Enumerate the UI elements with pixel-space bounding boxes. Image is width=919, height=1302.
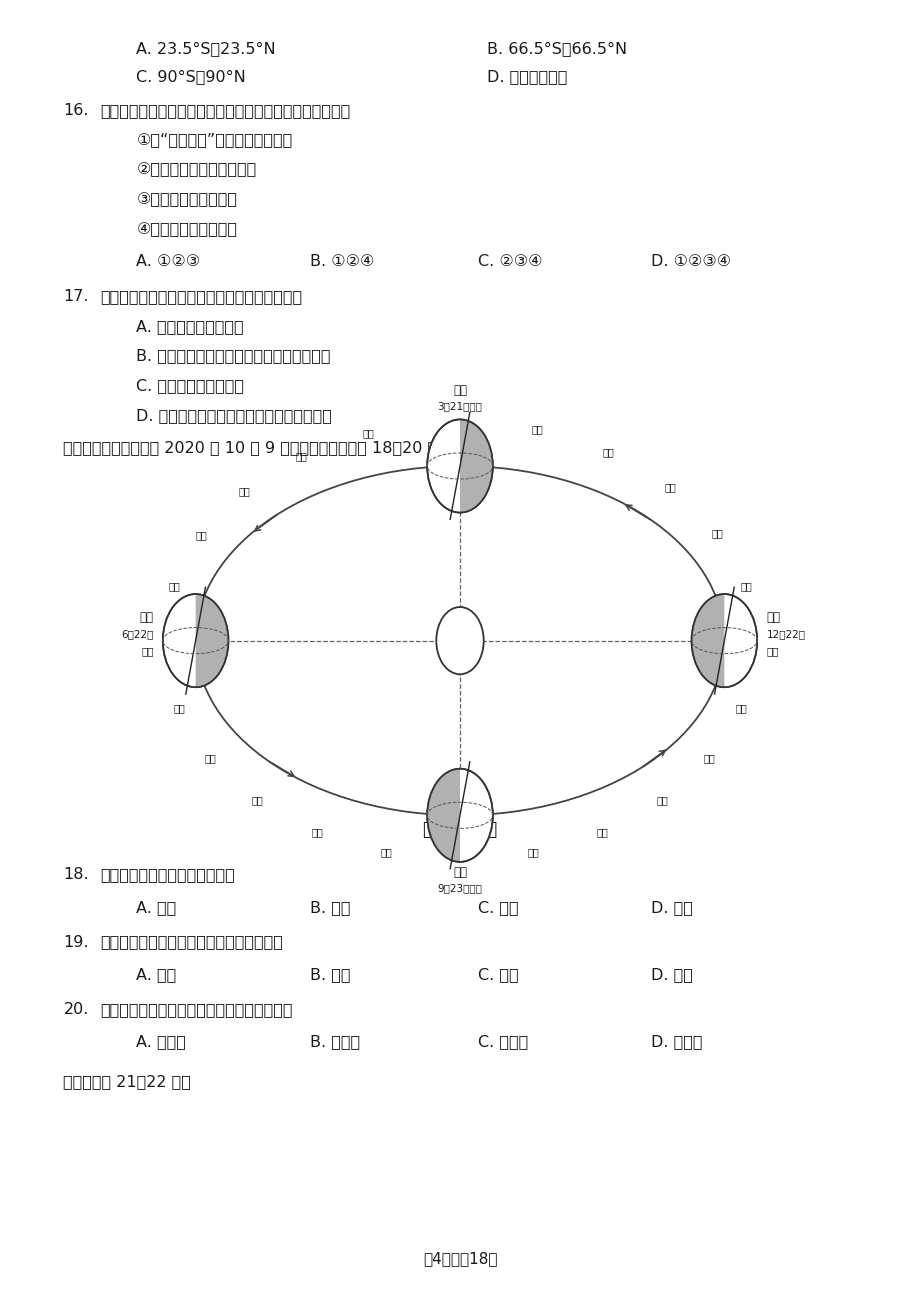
Text: 16.: 16. (63, 103, 89, 117)
Circle shape (691, 594, 756, 687)
Text: 谷雨: 谷雨 (296, 450, 307, 461)
Text: 读图，完成 21～22 题。: 读图，完成 21～22 题。 (63, 1074, 191, 1090)
Text: 春分: 春分 (452, 384, 467, 397)
Text: 为了保证演示成功，移动过程中我们需要注意的是（　　）: 为了保证演示成功，移动过程中我们需要注意的是（ ） (100, 103, 350, 117)
Text: 18.: 18. (63, 867, 89, 883)
Circle shape (426, 768, 493, 862)
Text: ①使“太阳光线”对准地球仪的球心: ①使“太阳光线”对准地球仪的球心 (136, 133, 292, 147)
Text: 秋分: 秋分 (452, 866, 467, 879)
Text: 前后: 前后 (766, 646, 778, 656)
Text: A. 元宵节: A. 元宵节 (136, 1034, 186, 1049)
Text: A. ①②③: A. ①②③ (136, 254, 200, 270)
Text: 处暑: 处暑 (312, 827, 323, 837)
Text: B. ①②④: B. ①②④ (309, 254, 373, 270)
Text: D. ①②③④: D. ①②③④ (651, 254, 731, 270)
Text: C. 90°S～90°N: C. 90°S～90°N (136, 69, 246, 85)
Polygon shape (426, 768, 460, 862)
Text: 石外集团七年级月考于 2020 年 10 月 9 日举行。读图，完成 18～20 题。: 石外集团七年级月考于 2020 年 10 月 9 日举行。读图，完成 18～20… (63, 440, 447, 456)
Text: ②保持地轴的空间指向不变: ②保持地轴的空间指向不变 (136, 163, 256, 177)
Text: B. 石家庄的小明早上收看美国晚间体育直播: B. 石家庄的小明早上收看美国晚间体育直播 (136, 349, 331, 363)
Text: 寒露: 寒露 (527, 848, 539, 858)
Text: 地球公转一周的时间是（　　）: 地球公转一周的时间是（ ） (100, 867, 234, 883)
Text: 6月22日: 6月22日 (121, 629, 153, 639)
Text: B. 清明节: B. 清明节 (309, 1034, 359, 1049)
Text: 夏至: 夏至 (140, 611, 153, 624)
Text: C. 寒露: C. 寒露 (478, 967, 518, 982)
Text: A. 立秋: A. 立秋 (136, 967, 176, 982)
Text: D. 石家庄各学校下午放学时间冬季比夏季早: D. 石家庄各学校下午放学时间冬季比夏季早 (136, 408, 332, 423)
Text: 大雪: 大雪 (734, 703, 746, 713)
Text: D. 中秋节: D. 中秋节 (651, 1034, 702, 1049)
Polygon shape (196, 594, 228, 687)
Text: B. 66.5°S～66.5°N: B. 66.5°S～66.5°N (487, 40, 627, 56)
Circle shape (426, 419, 493, 513)
Text: C. 一季: C. 一季 (478, 900, 518, 914)
Text: 立夏: 立夏 (239, 486, 250, 496)
Text: A. 23.5°S～23.5°N: A. 23.5°S～23.5°N (136, 40, 276, 56)
Circle shape (163, 594, 228, 687)
Text: 石外集团七年级的月考时间最接近（　　）: 石外集团七年级的月考时间最接近（ ） (100, 935, 282, 949)
Polygon shape (691, 594, 723, 687)
Text: 芒种: 芒种 (168, 581, 179, 591)
Text: 第4页，全18页: 第4页，全18页 (423, 1251, 496, 1267)
Text: 19.: 19. (63, 935, 89, 949)
Text: 小暑: 小暑 (173, 703, 185, 713)
Text: 立秋: 立秋 (252, 796, 264, 805)
Text: C. ②③④: C. ②③④ (478, 254, 542, 270)
Text: 下列地理现象与地球公转运动有关的是（　　）: 下列地理现象与地球公转运动有关的是（ ） (100, 289, 301, 305)
Circle shape (436, 607, 483, 674)
Text: 霜降: 霜降 (596, 827, 607, 837)
Text: D. 立冬: D. 立冬 (651, 967, 693, 982)
Text: 立冬: 立冬 (655, 796, 667, 805)
Text: C. 各地的昼夜交替现象: C. 各地的昼夜交替现象 (136, 379, 244, 393)
Text: 17.: 17. (63, 289, 89, 305)
Text: 大寒: 大寒 (602, 447, 614, 457)
Text: ③按照顺时针方向移动: ③按照顺时针方向移动 (136, 191, 237, 207)
Text: A. 一天: A. 一天 (136, 900, 176, 914)
Text: 惊蛰: 惊蛰 (740, 581, 751, 591)
Text: D. 一年: D. 一年 (651, 900, 693, 914)
Text: 前后: 前后 (141, 646, 153, 656)
Text: 太阳: 太阳 (452, 634, 467, 647)
Text: 20.: 20. (63, 1001, 89, 1017)
Text: 地球公转示意图: 地球公转示意图 (422, 820, 497, 838)
Text: 雨水: 雨水 (710, 527, 722, 538)
Text: A. 太阳每天的东升西落: A. 太阳每天的东升西落 (136, 319, 244, 333)
Text: ④按照逆时针方向移动: ④按照逆时针方向移动 (136, 221, 237, 237)
Text: 白露: 白露 (380, 848, 392, 858)
Text: C. 端午节: C. 端午节 (478, 1034, 528, 1049)
Text: 12月22日: 12月22日 (766, 629, 804, 639)
Text: 立春: 立春 (664, 482, 675, 492)
Text: 小寒: 小寒 (530, 424, 542, 435)
Polygon shape (460, 419, 493, 513)
Text: 9月23日前后: 9月23日前后 (437, 883, 482, 893)
Text: 小雪: 小雪 (703, 753, 714, 763)
Text: 小满: 小满 (195, 530, 207, 540)
Text: 下列传统节日为二十四节气之一的是（　　）: 下列传统节日为二十四节气之一的是（ ） (100, 1001, 292, 1017)
Text: 大暑: 大暑 (205, 753, 216, 763)
Text: 清明: 清明 (362, 428, 374, 437)
Text: 冬至: 冬至 (766, 611, 779, 624)
Text: 3月21日前后: 3月21日前后 (437, 401, 482, 411)
Text: D. 始终直射赤道: D. 始终直射赤道 (487, 69, 567, 85)
Text: B. 白露: B. 白露 (309, 967, 350, 982)
Text: B. 一月: B. 一月 (309, 900, 350, 914)
